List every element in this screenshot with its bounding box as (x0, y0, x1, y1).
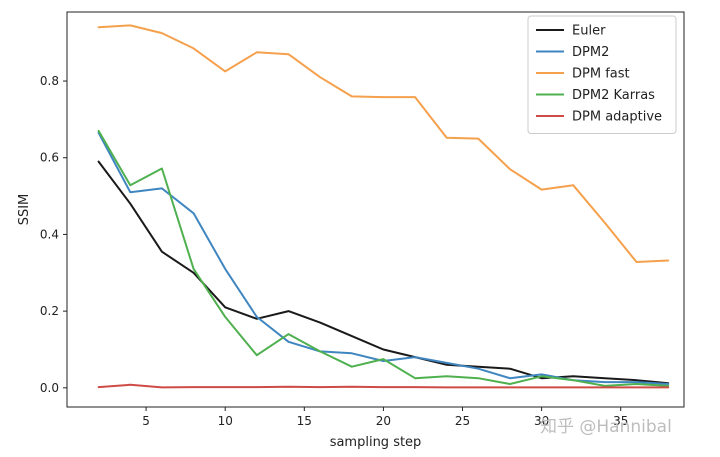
x-tick-label: 5 (142, 414, 150, 428)
series-line-dpm2-karras (97, 129, 670, 387)
x-tick-label: 10 (218, 414, 233, 428)
series-line-dpm-fast (97, 24, 670, 263)
series-line-euler (97, 160, 670, 385)
legend-box (527, 15, 677, 134)
y-axis-ticks: 0.0 0.2 0.4 0.6 0.8 (40, 74, 67, 395)
y-tick-label: 0.6 (40, 151, 59, 165)
x-tick-label: 15 (297, 414, 312, 428)
x-tick-label: 20 (376, 414, 391, 428)
watermark: 知乎 @Hannibal (540, 417, 672, 437)
legend-label: Euler (572, 24, 606, 39)
y-tick-label: 0.2 (40, 304, 59, 318)
legend: Euler DPM2 DPM fast DPM2 Karras DPM adaptive (527, 15, 677, 134)
y-tick-label: 0.4 (40, 227, 59, 241)
x-axis-label: sampling step (330, 435, 422, 450)
y-tick-label: 0.0 (40, 381, 59, 395)
axes-frame (66, 11, 685, 408)
x-axis-ticks: 5 10 15 20 25 30 35 (142, 407, 628, 428)
x-tick-label: 25 (455, 414, 470, 428)
legend-label: DPM adaptive (572, 110, 662, 125)
series-line-dpm-adaptive (97, 383, 670, 389)
x-tick-label: 30 (534, 414, 549, 428)
x-tick-label: 35 (613, 414, 628, 428)
legend-label: DPM2 Karras (572, 88, 655, 103)
y-tick-label: 0.8 (40, 74, 59, 88)
series-lines (97, 24, 670, 389)
legend-label: DPM2 (572, 45, 609, 60)
legend-label: DPM fast (572, 67, 630, 82)
y-axis-label: SSIM (17, 194, 32, 226)
series-line-dpm2 (97, 131, 670, 385)
